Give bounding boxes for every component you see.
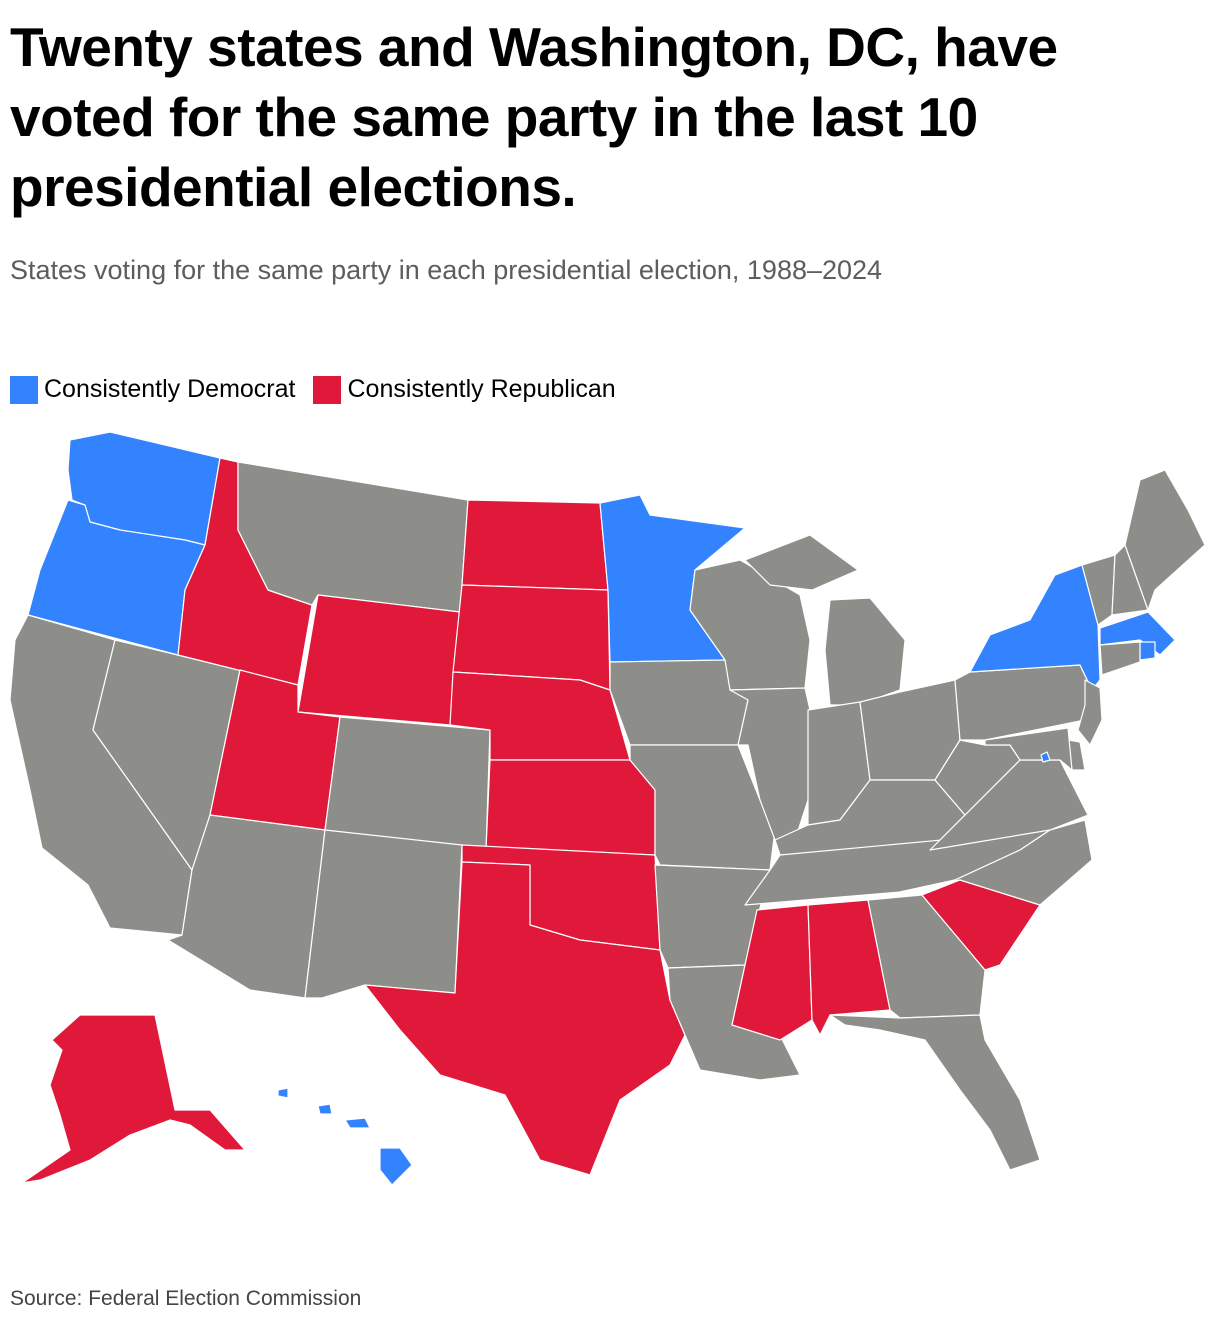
legend-swatch-democrat: [10, 375, 38, 404]
chart-subtitle: States voting for the same party in each…: [10, 255, 883, 285]
state-KS: [485, 759, 656, 856]
state-MT: [237, 461, 469, 613]
state-RI: [1139, 641, 1156, 661]
state-WY: [297, 594, 461, 726]
us-map: [0, 420, 1220, 1220]
legend-swatch-republican: [313, 375, 342, 404]
state-NC: [899, 819, 1093, 906]
legend-item-republican: Consistently Republican: [313, 375, 616, 404]
state-HI: [277, 1087, 413, 1186]
state-AK: [21, 1014, 246, 1184]
state-PA: [954, 664, 1093, 741]
state-CO: [324, 716, 491, 851]
state-NM: [304, 829, 463, 999]
state-NJ: [1077, 679, 1103, 746]
legend: Consistently Democrat Consistently Repub…: [10, 375, 634, 404]
source-note: Source: Federal Election Commission: [10, 1287, 362, 1310]
legend-label-democrat: Consistently Democrat: [44, 375, 296, 403]
legend-item-democrat: Consistently Democrat: [10, 375, 295, 404]
state-TX: [364, 861, 686, 1176]
state-SC: [921, 879, 1041, 971]
state-FL: [829, 1014, 1041, 1171]
legend-label-republican: Consistently Republican: [347, 375, 616, 403]
state-DC: [1040, 751, 1051, 763]
chart-title: Twenty states and Washington, DC, have v…: [10, 16, 1058, 218]
state-ND: [461, 499, 609, 591]
state-ME: [1124, 469, 1206, 611]
state-CT: [1099, 641, 1141, 676]
us-map-svg: [9, 431, 1206, 1186]
